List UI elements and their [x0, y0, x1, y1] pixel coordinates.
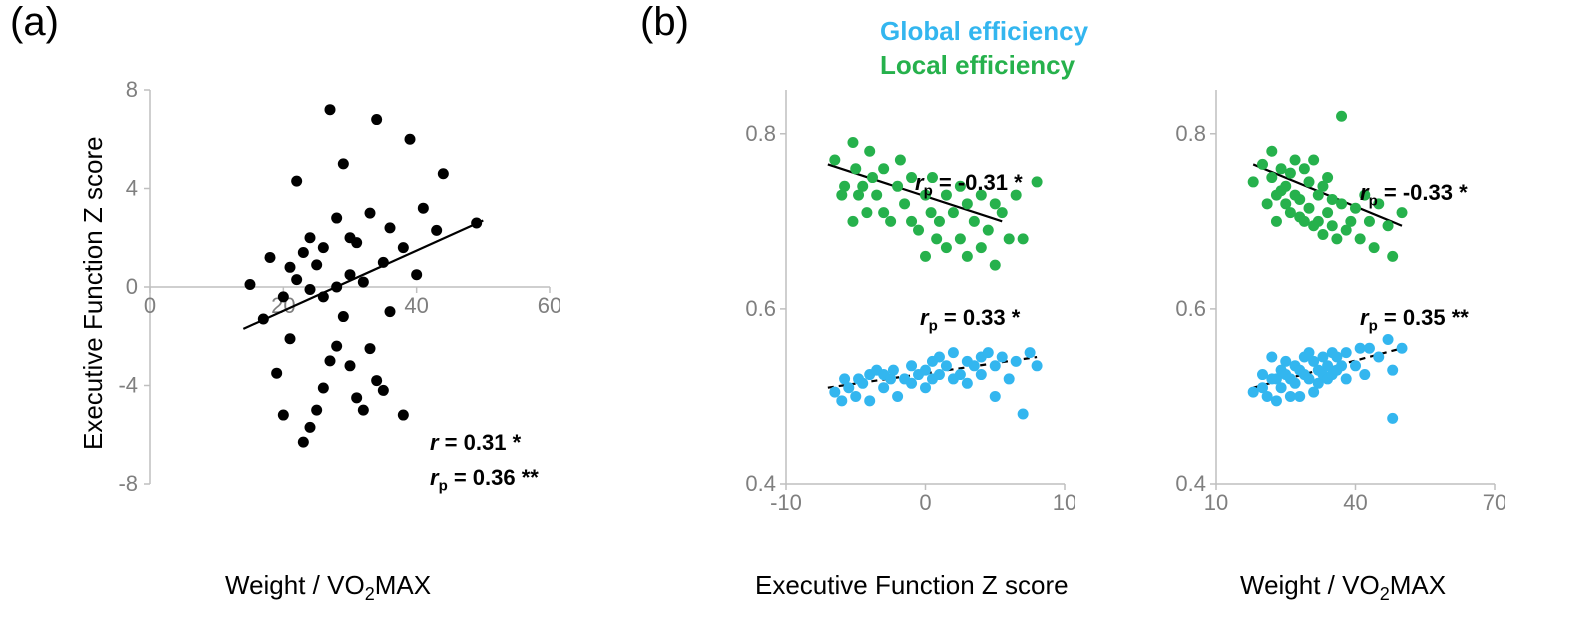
- legend-local: Local efficiency: [880, 49, 1088, 83]
- svg-text:0: 0: [144, 293, 156, 318]
- svg-text:8: 8: [126, 80, 138, 102]
- svg-text:60: 60: [538, 293, 560, 318]
- chart-b2: 10 40 70 0.4 0.6 0.8: [1170, 80, 1505, 525]
- legend: Global efficiency Local efficiency: [880, 15, 1088, 83]
- svg-text:10: 10: [1204, 490, 1228, 515]
- figure-root: (a) (b) Global efficiency Local efficien…: [0, 0, 1575, 631]
- svg-text:0.4: 0.4: [745, 471, 776, 496]
- chart-b1: -100100.40.60.8: [740, 80, 1075, 525]
- svg-text:0: 0: [919, 490, 931, 515]
- svg-text:0.6: 0.6: [1175, 296, 1206, 321]
- chart-a-annot-rp: rp = 0.36 **: [430, 465, 539, 494]
- chart-a: 0204060-8-4048: [110, 80, 560, 525]
- svg-text:0: 0: [126, 274, 138, 299]
- legend-global: Global efficiency: [880, 15, 1088, 49]
- chart-b2-svg: 10 40 70 0.4 0.6 0.8: [1170, 80, 1505, 520]
- chart-b1-annot-green: rp = -0.31 *: [915, 170, 1023, 199]
- svg-text:10: 10: [1053, 490, 1075, 515]
- chart-b2-annot-blue: rp = 0.35 **: [1360, 305, 1469, 334]
- svg-text:0.4: 0.4: [1175, 471, 1206, 496]
- svg-text:40: 40: [1343, 490, 1367, 515]
- svg-text:-8: -8: [118, 471, 138, 496]
- chart-b2-xlabel: Weight / VO2MAX: [1240, 570, 1446, 605]
- chart-a-ylabel: Executive Function Z score: [78, 136, 109, 450]
- chart-b1-svg: -100100.40.60.8: [740, 80, 1075, 520]
- svg-text:-4: -4: [118, 373, 138, 398]
- chart-b1-xlabel: Executive Function Z score: [755, 570, 1069, 601]
- panel-label-b: (b): [640, 0, 689, 45]
- chart-b1-annot-blue: rp = 0.33 *: [920, 305, 1020, 334]
- chart-a-annot-r: r = 0.31 *: [430, 430, 521, 456]
- chart-b2-annot-green: rp = -0.33 *: [1360, 180, 1468, 209]
- svg-text:70: 70: [1483, 490, 1505, 515]
- svg-text:0.6: 0.6: [745, 296, 776, 321]
- svg-text:0.8: 0.8: [1175, 121, 1206, 146]
- svg-text:4: 4: [126, 176, 138, 201]
- svg-text:0.8: 0.8: [745, 121, 776, 146]
- panel-label-a: (a): [10, 0, 59, 45]
- svg-text:40: 40: [404, 293, 428, 318]
- chart-a-xlabel: Weight / VO2MAX: [225, 570, 431, 605]
